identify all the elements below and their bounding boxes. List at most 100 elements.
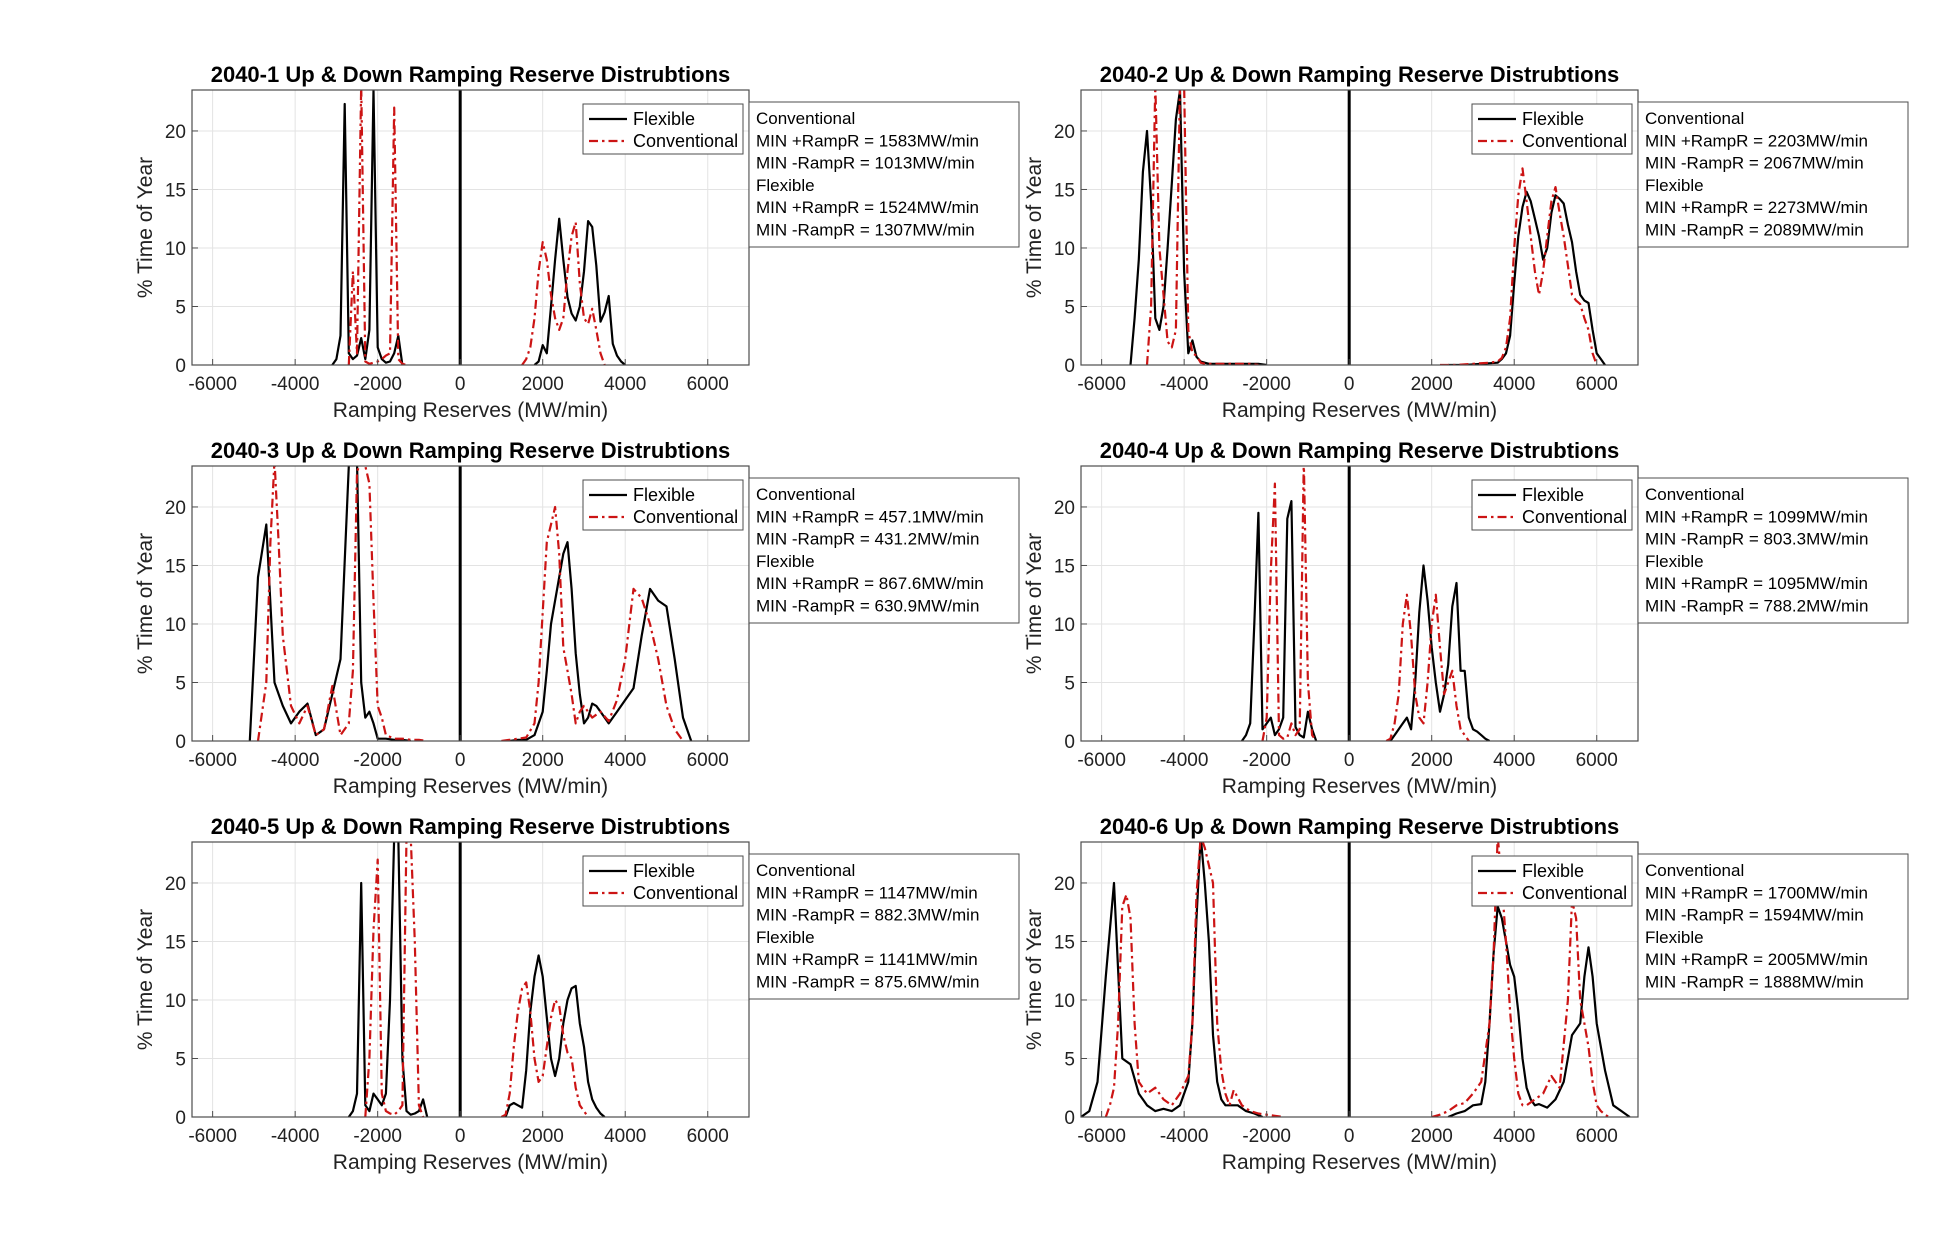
- conventional-series-line-2: [1104, 842, 1284, 1117]
- conventional-series-line-4: [501, 505, 684, 741]
- x-axis-label: Ramping Reserves (MW/min): [333, 1151, 608, 1174]
- y-tick-label: 0: [175, 732, 186, 753]
- series-group: [1081, 842, 1631, 1117]
- x-tick-label: 2000: [522, 750, 564, 771]
- x-tick-label: 4000: [604, 1126, 646, 1147]
- chart-title: 2040-3 Up & Down Ramping Reserve Distrub…: [211, 438, 731, 463]
- annotation-line-6: MIN -RampR = 630.9MW/min: [756, 597, 979, 616]
- x-tick-label: -2000: [1242, 750, 1291, 771]
- annotation-line-6: MIN -RampR = 2089MW/min: [1645, 221, 1864, 240]
- annotation-line-4: Flexible: [1645, 176, 1704, 195]
- legend-conventional-label: Conventional: [1522, 883, 1627, 903]
- annotation-box: Conventional MIN +RampR = 1147MW/min MIN -…: [748, 853, 1020, 1000]
- y-tick-label: 20: [1054, 498, 1075, 519]
- x-tick-label: 4000: [1493, 1126, 1535, 1147]
- x-tick-label: 2000: [522, 374, 564, 395]
- x-tick-label: 0: [1344, 750, 1355, 771]
- x-tick-label: -6000: [188, 1126, 237, 1147]
- y-tick-label: 5: [1064, 297, 1075, 318]
- x-axis-label: Ramping Reserves (MW/min): [1222, 775, 1497, 798]
- annotation-frame: [1637, 101, 1909, 248]
- annotation-line-1: Conventional: [1645, 861, 1744, 880]
- flexible-series-line-3: [504, 954, 606, 1117]
- conventional-series-line-4: [1440, 167, 1598, 365]
- chart-panel-6: -6000 -4000 -2000 0 2000 4000 6000 0 5 10 15 20 2040…: [1023, 814, 1909, 1174]
- y-tick-label: 15: [1054, 180, 1075, 201]
- annotation-line-1: Conventional: [756, 485, 855, 504]
- y-tick-label: 15: [165, 180, 186, 201]
- chart-panel-3: -6000 -4000 -2000 0 2000 4000 6000 0 5 10 15 20 2040…: [134, 438, 1020, 798]
- annotation-line-4: Flexible: [756, 928, 815, 947]
- chart-panel-2: -6000 -4000 -2000 0 2000 4000 6000 0 5 10 15 20 2040…: [1023, 62, 1909, 422]
- x-tick-label: 4000: [1493, 750, 1535, 771]
- x-tick-label: 6000: [687, 750, 729, 771]
- y-tick-label: 5: [1064, 673, 1075, 694]
- annotation-line-6: MIN -RampR = 1307MW/min: [756, 221, 975, 240]
- y-tick-label: 15: [165, 932, 186, 953]
- y-tick-label: 20: [1054, 874, 1075, 895]
- series-group: [1129, 90, 1606, 365]
- y-tick-label: 10: [165, 615, 186, 636]
- x-axis-label: Ramping Reserves (MW/min): [333, 399, 608, 422]
- annotation-line-1: Conventional: [756, 109, 855, 128]
- legend-box: [1471, 479, 1633, 531]
- flexible-series-line-3: [1389, 564, 1491, 741]
- x-tick-label: -4000: [1160, 1126, 1209, 1147]
- annotation-line-4: Flexible: [756, 176, 815, 195]
- x-tick-label: -2000: [353, 374, 402, 395]
- legend-flexible-label: Flexible: [1522, 485, 1584, 505]
- legend-flexible-label: Flexible: [633, 861, 695, 881]
- annotation-line-3: MIN -RampR = 882.3MW/min: [756, 906, 979, 925]
- x-tick-label: 6000: [1576, 374, 1618, 395]
- x-tick-label: 6000: [687, 374, 729, 395]
- x-tick-label: -6000: [188, 750, 237, 771]
- x-tick-label: 6000: [1576, 1126, 1618, 1147]
- annotation-box: Conventional MIN +RampR = 1700MW/min MIN -…: [1637, 853, 1909, 1000]
- x-tick-label: -2000: [353, 1126, 402, 1147]
- annotation-line-3: MIN -RampR = 431.2MW/min: [756, 530, 979, 549]
- legend-flexible-label: Flexible: [633, 485, 695, 505]
- legend-flexible-label: Flexible: [1522, 861, 1584, 881]
- y-tick-label: 15: [1054, 932, 1075, 953]
- annotation-box: Conventional MIN +RampR = 1583MW/min MIN -…: [748, 101, 1020, 248]
- x-tick-label: 0: [455, 374, 466, 395]
- annotation-line-5: MIN +RampR = 2005MW/min: [1645, 950, 1868, 969]
- annotation-line-2: MIN +RampR = 2203MW/min: [1645, 131, 1868, 150]
- x-tick-label: -6000: [188, 374, 237, 395]
- annotation-line-5: MIN +RampR = 1141MW/min: [756, 950, 978, 969]
- series-group: [347, 842, 606, 1117]
- annotation-line-4: Flexible: [756, 552, 815, 571]
- x-tick-label: -4000: [271, 374, 320, 395]
- chart-title: 2040-4 Up & Down Ramping Reserve Distrub…: [1100, 438, 1620, 463]
- annotation-line-5: MIN +RampR = 867.6MW/min: [756, 574, 984, 593]
- annotation-line-2: MIN +RampR = 1583MW/min: [756, 131, 979, 150]
- flexible-series-line-1: [347, 842, 429, 1117]
- chart-title: 2040-1 Up & Down Ramping Reserve Distrub…: [211, 62, 731, 87]
- x-axis-label: Ramping Reserves (MW/min): [1222, 1151, 1497, 1174]
- y-tick-label: 5: [1064, 1049, 1075, 1070]
- y-tick-label: 0: [1064, 1108, 1075, 1129]
- conventional-series-line-2: [256, 466, 428, 741]
- chart-title: 2040-5 Up & Down Ramping Reserve Distrub…: [211, 814, 731, 839]
- y-tick-label: 5: [175, 297, 186, 318]
- conventional-series-line-4: [1431, 842, 1610, 1117]
- y-tick-label: 15: [165, 556, 186, 577]
- flexible-series-line-3: [533, 217, 626, 365]
- x-tick-label: -2000: [1242, 1126, 1291, 1147]
- x-tick-label: -6000: [1077, 1126, 1126, 1147]
- y-tick-label: 0: [1064, 356, 1075, 377]
- legend-box: [582, 855, 744, 907]
- annotation-frame: [1637, 477, 1909, 624]
- annotation-line-2: MIN +RampR = 457.1MW/min: [756, 507, 984, 526]
- x-tick-label: 4000: [604, 750, 646, 771]
- x-tick-label: 6000: [687, 1126, 729, 1147]
- annotation-line-5: MIN +RampR = 2273MW/min: [1645, 198, 1868, 217]
- legend-conventional-label: Conventional: [633, 507, 738, 527]
- flexible-series-line-1: [248, 466, 411, 741]
- legend-flexible-label: Flexible: [1522, 109, 1584, 129]
- annotation-line-3: MIN -RampR = 803.3MW/min: [1645, 530, 1868, 549]
